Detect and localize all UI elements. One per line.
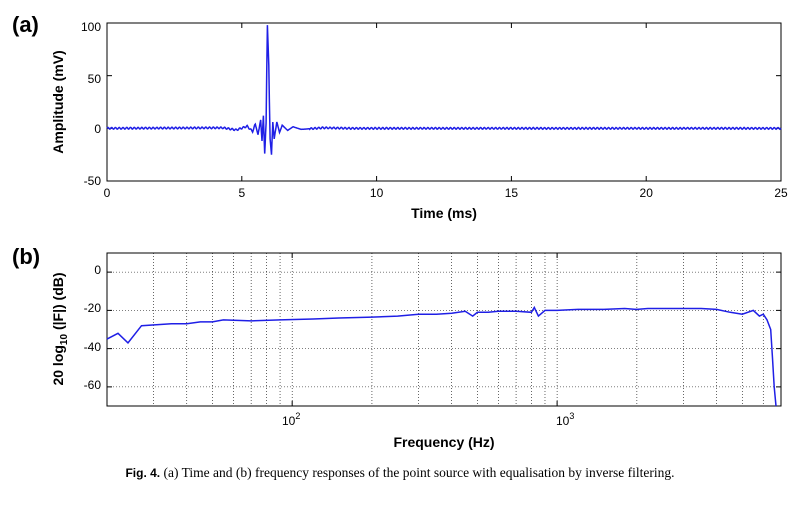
- b-y-axis-label: 20 log10 (|F|) (dB): [50, 272, 70, 385]
- panel-b-tick-labels: 0 -20 -40 -60 102 103: [84, 263, 575, 428]
- a-xtick-label: 0: [104, 186, 111, 200]
- b-ylabel-tail: (|F|) (dB): [50, 272, 66, 333]
- panel-b-frame: [106, 252, 782, 407]
- a-xtick-label: 10: [370, 186, 384, 200]
- a-xtick-label: 5: [238, 186, 245, 200]
- panel-a-ticks: [106, 22, 782, 182]
- a-x-axis-label: Time (ms): [411, 205, 477, 221]
- b-xtick-base: 10: [556, 414, 570, 428]
- a-y-axis-label: Amplitude (mV): [50, 50, 66, 153]
- b-xtick-label: 102: [282, 411, 300, 428]
- b-xtick-exp: 3: [569, 411, 574, 421]
- caption-prefix: Fig. 4.: [125, 466, 161, 480]
- b-xtick-exp: 2: [295, 411, 300, 421]
- figure-caption: Fig. 4. (a) Time and (b) frequency respo…: [0, 465, 800, 481]
- panel-b-series-line: [106, 305, 777, 407]
- b-ytick-label: -20: [84, 301, 102, 315]
- panel-b-label: (b): [12, 244, 40, 269]
- b-x-axis-label: Frequency (Hz): [393, 434, 494, 450]
- b-ytick-label: 0: [94, 263, 101, 277]
- panel-a-series-line: [106, 25, 782, 155]
- figure: (a) 100 50 0 -50 0 5 10 15 20 25 Time (m…: [12, 12, 788, 450]
- caption-text: (a) Time and (b) frequency responses of …: [160, 465, 675, 480]
- a-ytick-label: 100: [81, 20, 101, 34]
- a-xtick-label: 15: [505, 186, 519, 200]
- a-ytick-label: 0: [94, 122, 101, 136]
- panel-a-frame: [106, 22, 782, 182]
- b-ylabel-sub: 10: [59, 334, 70, 346]
- a-ytick-label: 50: [88, 72, 102, 86]
- a-xtick-label: 20: [640, 186, 654, 200]
- b-ylabel-main: 20 log: [50, 345, 66, 385]
- b-xtick-base: 10: [282, 414, 296, 428]
- a-ytick-label: -50: [84, 174, 102, 188]
- panel-b-ticks: [107, 253, 781, 406]
- panel-a-label: (a): [12, 12, 39, 37]
- b-ytick-label: -40: [84, 340, 102, 354]
- a-xtick-label: 25: [774, 186, 788, 200]
- b-ytick-label: -60: [84, 378, 102, 392]
- b-xtick-label: 103: [556, 411, 574, 428]
- panel-a-tick-labels: 100 50 0 -50 0 5 10 15 20 25: [81, 20, 788, 200]
- panel-b-grid: [106, 253, 781, 406]
